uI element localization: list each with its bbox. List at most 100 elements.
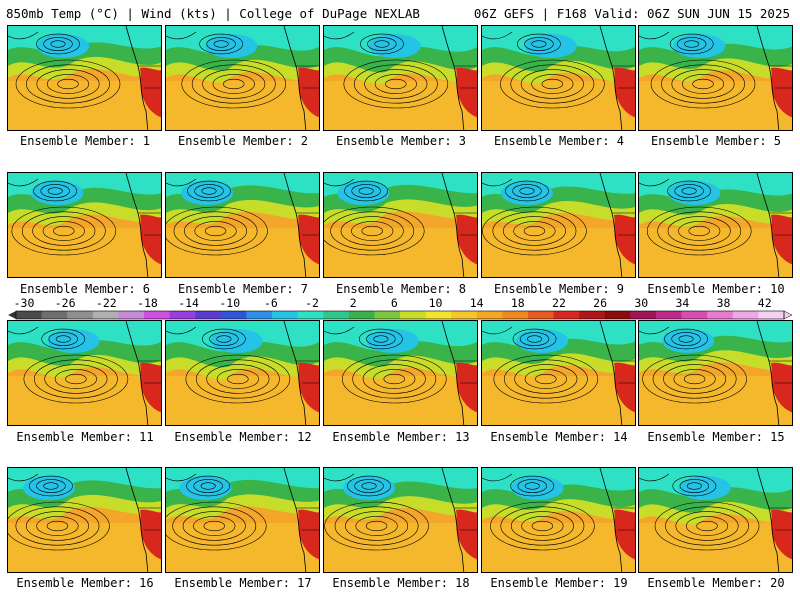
colorbar-tick-label: -22 [95,296,117,310]
temperature-map [8,173,161,277]
colorbar-swatch [41,311,68,319]
colorbar-swatch [323,311,350,319]
colorbar-swatch [118,311,145,319]
temperature-map [8,321,161,425]
colorbar-swatch [272,311,299,319]
temperature-map [639,468,792,572]
colorbar-swatch [528,311,555,319]
ensemble-member-label: Ensemble Member: 13 [332,430,470,444]
ensemble-member-label: Ensemble Member: 14 [490,430,628,444]
ensemble-member-label: Ensemble Member: 6 [19,282,151,296]
model-run-info: 06Z GEFS | F168 Valid: 06Z SUN JUN 15 20… [473,6,790,21]
temperature-map [8,468,161,572]
colorbar-swatch [656,311,683,319]
colorbar-swatch [732,311,759,319]
temperature-map [166,321,319,425]
ensemble-panel [323,320,478,426]
colorbar-tick-label: 38 [716,296,731,310]
temperature-map [324,321,477,425]
colorbar-swatch [553,311,580,319]
ensemble-panel [481,320,636,426]
colorbar-tick-label: -18 [137,296,158,310]
ensemble-panel [165,172,320,278]
ensemble-panel [165,467,320,573]
colorbar-tick-label: 30 [634,296,649,310]
ensemble-member-label: Ensemble Member: 9 [493,282,625,296]
ensemble-member-label: Ensemble Member: 18 [332,576,470,590]
ensemble-panel [7,172,162,278]
colorbar-tick-label: 14 [469,296,484,310]
colorbar-tick-label: -10 [219,296,241,310]
ensemble-member-label: Ensemble Member: 10 [647,282,785,296]
colorbar-swatch [92,311,119,319]
colorbar-swatch [169,311,196,319]
colorbar-tick-label: -14 [178,296,199,310]
colorbar-tick-label: 42 [757,296,772,310]
ensemble-panel [165,320,320,426]
colorbar-right-arrow [783,310,792,320]
colorbar-tick-label: 34 [675,296,690,310]
ensemble-panel [638,320,793,426]
temperature-map [639,321,792,425]
temperature-map [324,173,477,277]
ensemble-panel [323,467,478,573]
temperature-map [166,173,319,277]
ensemble-member-label: Ensemble Member: 8 [335,282,467,296]
ensemble-panel [7,320,162,426]
colorbar-swatch [246,311,273,319]
colorbar-tick-label: -26 [54,296,76,310]
ensemble-member-label: Ensemble Member: 19 [490,576,628,590]
colorbar-swatch [400,311,427,319]
ensemble-panel [165,25,320,131]
temperature-map [482,321,635,425]
ensemble-member-label: Ensemble Member: 1 [19,134,151,148]
ensemble-member-label: Ensemble Member: 11 [16,430,154,444]
colorbar-swatch [758,311,785,319]
temperature-map [166,26,319,130]
temperature-map [324,26,477,130]
colorbar-swatch [425,311,452,319]
colorbar-swatch [630,311,657,319]
colorbar-left-arrow [8,311,16,319]
temperature-map [482,468,635,572]
colorbar-swatch [604,311,631,319]
ensemble-member-label: Ensemble Member: 5 [650,134,782,148]
ensemble-member-label: Ensemble Member: 2 [177,134,309,148]
ensemble-member-label: Ensemble Member: 4 [493,134,625,148]
map-title: 850mb Temp (°C) | Wind (kts) | College o… [6,6,420,21]
colorbar-swatch [67,311,94,319]
ensemble-panel [638,172,793,278]
colorbar-swatch [451,311,478,319]
ensemble-member-label: Ensemble Member: 20 [647,576,785,590]
ensemble-member-label: Ensemble Member: 16 [16,576,154,590]
ensemble-panel [7,25,162,131]
colorbar-tick-label: 2 [349,296,357,310]
ensemble-panel [481,172,636,278]
colorbar-swatch [476,311,503,319]
colorbar-tick-label: 10 [428,296,443,310]
temperature-map [482,26,635,130]
ensemble-member-label: Ensemble Member: 3 [335,134,467,148]
colorbar-tick-label: 18 [510,296,525,310]
colorbar-swatch [348,311,375,319]
colorbar-swatch [144,311,171,319]
ensemble-panel [638,25,793,131]
colorbar-swatch [220,311,247,319]
colorbar-swatch [297,311,324,319]
temperature-map [324,468,477,572]
ensemble-panel [323,25,478,131]
colorbar-tick-label: 6 [390,296,398,310]
temperature-map [8,26,161,130]
ensemble-member-label: Ensemble Member: 12 [174,430,312,444]
ensemble-panel [323,172,478,278]
colorbar-tick-label: -2 [305,296,319,310]
temperature-map [639,173,792,277]
colorbar-tick-label: 22 [552,296,566,310]
colorbar-swatch [707,311,734,319]
ensemble-member-label: Ensemble Member: 17 [174,576,312,590]
colorbar-tick-label: -6 [263,296,278,310]
temperature-colorbar [8,310,792,320]
temperature-map [482,173,635,277]
colorbar-swatch [681,311,708,319]
ensemble-panel [481,25,636,131]
